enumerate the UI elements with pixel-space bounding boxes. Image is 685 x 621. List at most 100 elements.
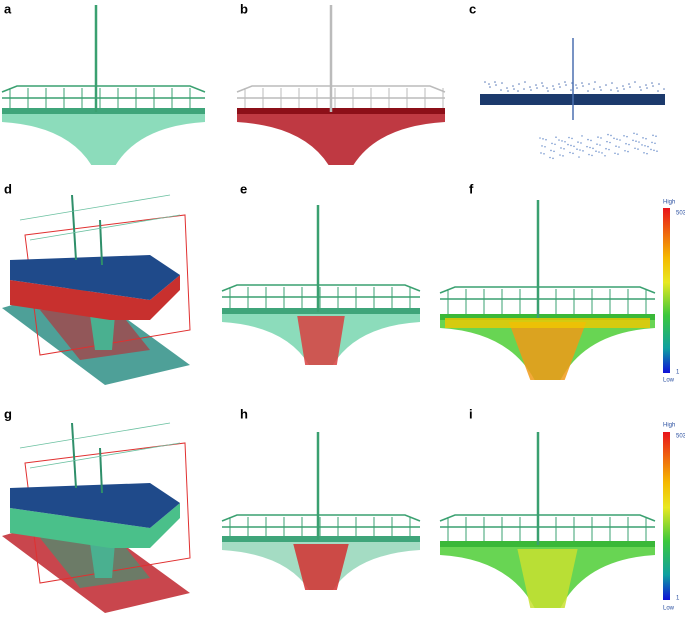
heat-band <box>445 318 650 328</box>
colorbar-min: 1 <box>676 596 680 602</box>
point <box>646 87 648 89</box>
point <box>610 134 612 137</box>
bridge-body <box>237 112 445 165</box>
point <box>593 88 595 90</box>
point <box>512 85 514 87</box>
point <box>624 149 626 152</box>
point <box>611 82 613 84</box>
red-plane <box>24 214 191 356</box>
point <box>638 141 640 143</box>
point <box>610 89 612 91</box>
point <box>489 86 491 88</box>
point <box>629 86 631 88</box>
wires <box>19 194 181 241</box>
point <box>641 144 643 146</box>
point <box>517 90 519 92</box>
colorbar-max: 503 <box>676 211 685 217</box>
point <box>546 87 548 89</box>
point <box>604 154 606 157</box>
point <box>599 86 601 88</box>
mast <box>71 194 77 261</box>
point <box>625 142 627 145</box>
point <box>549 156 551 159</box>
point <box>605 147 607 150</box>
point <box>559 154 561 156</box>
point <box>551 142 553 145</box>
point <box>560 147 562 149</box>
panel-label: b <box>240 1 248 16</box>
panel-label: d <box>4 181 12 196</box>
point <box>601 152 603 154</box>
point <box>564 81 566 83</box>
point <box>568 136 570 139</box>
point <box>626 135 628 138</box>
point <box>530 89 532 91</box>
point <box>663 88 665 90</box>
bridge-side <box>10 275 180 320</box>
point <box>524 81 526 83</box>
point <box>558 139 560 141</box>
point <box>518 83 520 85</box>
point <box>617 153 619 155</box>
point <box>562 155 564 157</box>
point <box>608 148 610 151</box>
point <box>561 140 563 142</box>
point <box>523 88 525 90</box>
bridge-body <box>2 112 205 165</box>
point <box>535 84 537 86</box>
point <box>545 138 547 141</box>
point <box>627 150 629 153</box>
colorbar-min: 1 <box>676 370 680 376</box>
bridge-highlight <box>508 322 587 380</box>
point <box>618 146 620 148</box>
point <box>654 142 656 145</box>
point <box>539 137 541 139</box>
bridge-highlight <box>297 316 345 365</box>
point <box>554 143 556 146</box>
colorbar-low: Low <box>663 378 675 384</box>
colorbar <box>663 208 670 373</box>
point <box>541 145 543 147</box>
point <box>614 152 616 155</box>
point <box>590 139 592 142</box>
mast <box>99 219 103 266</box>
railing <box>1 85 206 99</box>
point <box>541 82 543 84</box>
point <box>577 141 579 143</box>
bridge-highlight <box>517 549 578 608</box>
point <box>605 84 607 86</box>
point <box>613 137 615 140</box>
point <box>635 140 637 142</box>
panel-label: c <box>469 1 476 16</box>
point <box>495 84 497 86</box>
railing <box>221 284 421 298</box>
bridge-deck <box>222 308 420 314</box>
point <box>651 82 653 84</box>
point <box>656 150 658 152</box>
point <box>622 85 624 87</box>
point <box>536 87 538 89</box>
point <box>652 134 654 137</box>
bridge-highlight <box>293 544 349 590</box>
point <box>619 139 621 141</box>
point <box>615 145 617 147</box>
point <box>552 157 554 160</box>
point <box>596 143 598 145</box>
point <box>542 85 544 87</box>
point <box>647 145 649 148</box>
point <box>488 83 490 85</box>
point <box>628 83 630 85</box>
panel-label: a <box>4 1 12 16</box>
point <box>580 142 582 144</box>
panel-label: h <box>240 406 248 421</box>
point <box>652 85 654 87</box>
point <box>582 85 584 87</box>
point <box>640 89 642 91</box>
point <box>588 83 590 85</box>
point <box>484 81 486 83</box>
point <box>651 141 653 144</box>
point <box>555 136 557 138</box>
bridge-deck <box>222 536 420 542</box>
point <box>553 88 555 90</box>
point <box>576 87 578 89</box>
